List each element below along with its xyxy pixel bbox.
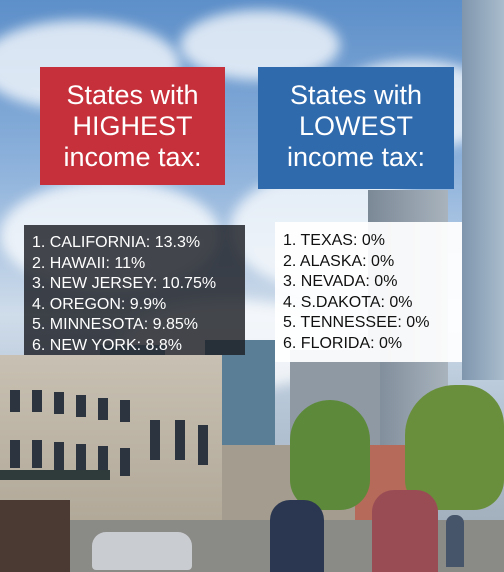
lowest-tax-list: 1. TEXAS: 0% 2. ALASKA: 0% 3. NEVADA: 0%… <box>275 222 462 362</box>
list-item: 6. NEW YORK: 8.8% <box>32 336 182 354</box>
list-item: 1. TEXAS: 0% <box>283 232 385 249</box>
pedestrian <box>270 500 324 572</box>
lowest-title-line: States with <box>289 80 423 110</box>
list-item: 3. NEW JERSEY: 10.75% <box>32 275 217 292</box>
window <box>98 398 108 420</box>
window <box>54 442 64 470</box>
highest-title-line: HIGHEST <box>72 111 193 141</box>
highest-title-line: States with <box>66 80 199 110</box>
list-item: 4. OREGON: 9.9% <box>32 295 167 313</box>
window <box>54 392 64 414</box>
window <box>32 390 42 412</box>
window <box>98 446 108 474</box>
lowest-title-box: States with LOWEST income tax: <box>258 67 454 189</box>
window <box>76 444 86 472</box>
list-item: 2. HAWAII: 11% <box>32 254 146 272</box>
lowest-title-line: LOWEST <box>298 111 413 141</box>
list-item: 5. TENNESSEE: 0% <box>283 314 430 331</box>
pedestrian <box>372 490 438 572</box>
people-group <box>0 500 70 572</box>
window <box>10 440 20 468</box>
highest-tax-list: 1. CALIFORNIA: 13.3% 2. HAWAII: 11% 3. N… <box>24 225 245 355</box>
list-item: 4. S.DAKOTA: 0% <box>283 293 413 311</box>
window <box>76 395 86 417</box>
highest-title-line: income tax: <box>63 142 202 172</box>
list-item: 5. MINNESOTA: 9.85% <box>32 316 198 333</box>
lowest-title-line: income tax: <box>286 142 426 172</box>
tree <box>405 385 504 510</box>
window <box>150 420 160 460</box>
list-item: 2. ALASKA: 0% <box>283 252 395 270</box>
window <box>198 425 208 465</box>
highest-title-box: States with HIGHEST income tax: <box>40 67 225 185</box>
list-item: 3. NEVADA: 0% <box>283 273 398 290</box>
list-item: 1. CALIFORNIA: 13.3% <box>32 234 201 251</box>
pedestrian <box>446 515 464 567</box>
awning <box>0 470 110 480</box>
glass-tower <box>462 0 504 380</box>
window <box>120 448 130 476</box>
tree <box>290 400 370 510</box>
window <box>120 400 130 422</box>
car <box>92 532 192 570</box>
window <box>32 440 42 468</box>
list-item: 6. FLORIDA: 0% <box>283 334 403 352</box>
window <box>10 390 20 412</box>
window <box>175 420 185 460</box>
